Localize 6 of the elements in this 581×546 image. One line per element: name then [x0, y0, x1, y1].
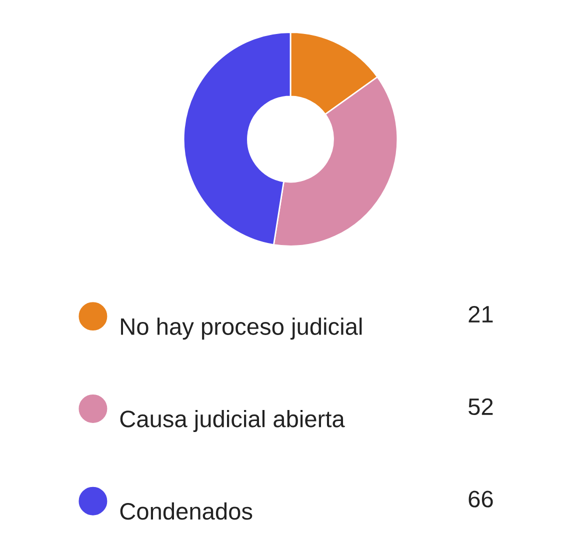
data-label: 66 — [468, 490, 493, 508]
legend-label: Condenados — [120, 502, 252, 520]
data-label: 21 — [468, 306, 493, 322]
legend-label: Causa judicial abierta — [120, 410, 345, 432]
data-label: 52 — [468, 398, 493, 416]
legend-label: No hay proceso judicial — [121, 318, 362, 340]
